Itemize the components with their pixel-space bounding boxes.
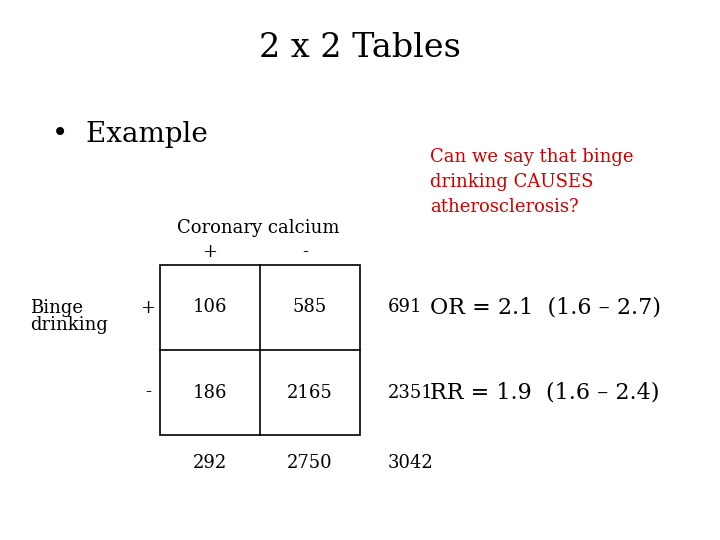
Text: 2351: 2351 bbox=[388, 383, 433, 402]
Bar bbox=[160, 265, 360, 435]
Text: 2 x 2 Tables: 2 x 2 Tables bbox=[259, 32, 461, 64]
Text: 691: 691 bbox=[388, 299, 423, 316]
Text: 186: 186 bbox=[193, 383, 228, 402]
Text: 106: 106 bbox=[193, 299, 228, 316]
Text: 585: 585 bbox=[293, 299, 327, 316]
Text: 292: 292 bbox=[193, 454, 227, 472]
Text: -: - bbox=[145, 383, 151, 401]
Text: +: + bbox=[202, 243, 217, 261]
Text: 3042: 3042 bbox=[388, 454, 433, 472]
Text: -: - bbox=[302, 243, 308, 261]
Text: Binge: Binge bbox=[30, 299, 83, 317]
Text: Can we say that binge
drinking CAUSES
atherosclerosis?: Can we say that binge drinking CAUSES at… bbox=[430, 148, 634, 216]
Text: 2165: 2165 bbox=[287, 383, 333, 402]
Text: 2750: 2750 bbox=[287, 454, 333, 472]
Text: RR = 1.9  (1.6 – 2.4): RR = 1.9 (1.6 – 2.4) bbox=[430, 381, 660, 403]
Text: +: + bbox=[140, 299, 156, 317]
Text: drinking: drinking bbox=[30, 316, 108, 334]
Text: •  Example: • Example bbox=[52, 122, 208, 148]
Text: Coronary calcium: Coronary calcium bbox=[176, 219, 339, 237]
Text: OR = 2.1  (1.6 – 2.7): OR = 2.1 (1.6 – 2.7) bbox=[430, 296, 661, 319]
